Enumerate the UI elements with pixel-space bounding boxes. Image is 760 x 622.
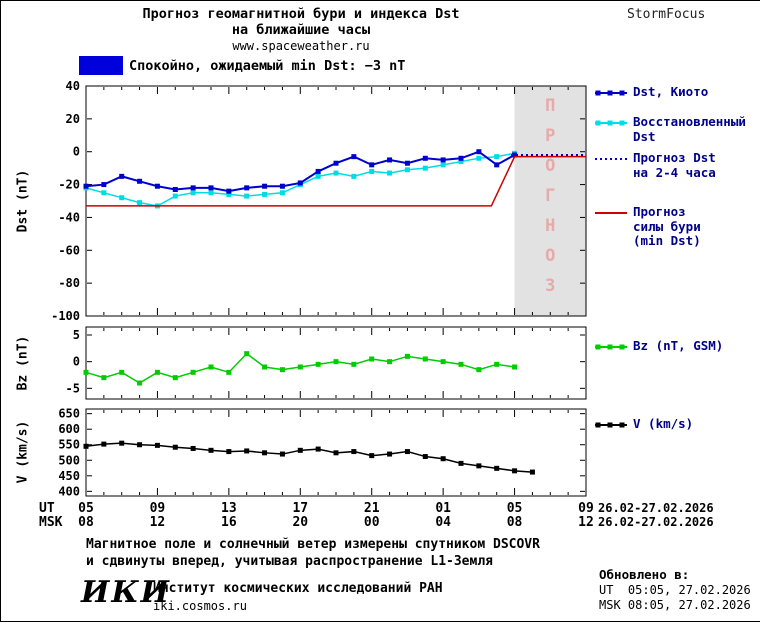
x-tick-label: 08 xyxy=(506,515,523,530)
legend-main: Dst, Киото Восстановленный Dst Прогноз Dst… xyxy=(594,84,760,275)
legend-label: Прогноз силы бури (min Dst) xyxy=(633,204,701,248)
storm-status-text: Спокойно, ожидаемый min Dst: −3 nT xyxy=(129,58,406,74)
x-tick-label: 17 xyxy=(292,501,309,516)
svg-text:-5: -5 xyxy=(66,381,80,395)
x-tick-label: 12 xyxy=(578,515,594,530)
legend-label: Dst, Киото xyxy=(633,84,709,99)
x-tick-label: 21 xyxy=(363,501,380,516)
svg-text:-20: -20 xyxy=(58,178,80,192)
svg-text:З: З xyxy=(545,276,555,296)
updated-msk: MSK 08:05, 27.02.2026 xyxy=(599,598,751,612)
bz-chart: 5 0 -5 xyxy=(66,326,587,400)
page-title: Прогноз геомагнитной бури и индекса Dst xyxy=(142,6,460,22)
legend-label: Прогноз Dst на 2-4 часа xyxy=(633,150,716,180)
svg-text:400: 400 xyxy=(58,484,80,498)
svg-text:0: 0 xyxy=(73,355,80,369)
data-source-note-line2: и сдвинуты вперед, учитывая распростране… xyxy=(86,554,493,569)
legend-label: Восстановленный Dst xyxy=(633,114,746,144)
x-tick-label: 05 xyxy=(78,501,94,516)
legend-line-sample xyxy=(595,422,627,428)
svg-text:40: 40 xyxy=(66,81,80,93)
iki-logo: ИКИ xyxy=(81,575,171,610)
x-tick-label: 00 xyxy=(363,515,380,530)
x-tick-label: 16 xyxy=(221,515,237,530)
svg-text:550: 550 xyxy=(58,438,80,452)
legend-item: Dst, Киото xyxy=(594,84,709,100)
svg-text:0: 0 xyxy=(73,145,80,159)
x-tick-label: 08 xyxy=(78,515,94,530)
storm-level-indicator xyxy=(79,56,123,75)
x-tick-label: 04 xyxy=(435,515,451,530)
institute-site-link[interactable]: iki.cosmos.ru xyxy=(153,599,247,613)
svg-text:650: 650 xyxy=(58,407,80,421)
institute-name: Институт космических исследований РАН xyxy=(153,581,443,596)
page-subtitle: на ближайшие часы xyxy=(231,22,371,38)
svg-text:О: О xyxy=(545,156,555,176)
legend-label: Bz (nT, GSM) xyxy=(633,338,724,353)
svg-text:П: П xyxy=(545,96,555,116)
site-link[interactable]: www.spaceweather.ru xyxy=(232,39,370,53)
svg-text:Н: Н xyxy=(545,216,555,236)
svg-text:20: 20 xyxy=(66,112,80,126)
msk-axis-label: MSK xyxy=(39,515,63,530)
x-tick-label: 05 xyxy=(506,501,523,516)
svg-text:Р: Р xyxy=(545,126,555,146)
msk-axis-row: MSK 26.02-27.02.2026 08 12 16 20 00 04 08 12 xyxy=(1,515,760,530)
updated-heading: Обновлено в: xyxy=(599,567,690,582)
updated-ut: UT 05:05, 27.02.2026 xyxy=(599,583,751,597)
legend-item: Прогноз силы бури (min Dst) xyxy=(594,204,701,249)
x-tick-label: 09 xyxy=(578,501,594,516)
svg-text:-80: -80 xyxy=(58,276,80,290)
svg-text:-40: -40 xyxy=(58,210,80,224)
msk-date-range: 26.02-27.02.2026 xyxy=(598,515,714,529)
ut-axis-label: UT xyxy=(39,501,55,516)
legend-line-sample xyxy=(595,158,627,160)
svg-text:-60: -60 xyxy=(58,243,80,257)
legend-line-sample xyxy=(595,90,627,96)
svg-text:500: 500 xyxy=(58,453,80,467)
legend-v: V (km/s) xyxy=(594,416,760,437)
x-tick-label: 20 xyxy=(292,515,309,530)
svg-text:450: 450 xyxy=(58,469,80,483)
legend-line-sample xyxy=(595,344,627,350)
bz-axis-label: Bz (nT) xyxy=(15,335,31,391)
x-tick-label: 12 xyxy=(149,515,166,530)
svg-text:О: О xyxy=(545,246,555,266)
legend-line-sample xyxy=(595,212,627,214)
data-source-note-line1: Магнитное поле и солнечный ветер измерен… xyxy=(86,537,540,552)
svg-text:600: 600 xyxy=(58,422,80,436)
legend-label: V (km/s) xyxy=(633,416,694,431)
svg-text:-100: -100 xyxy=(51,309,80,321)
legend-item: Восстановленный Dst xyxy=(594,114,746,144)
x-tick-label: 13 xyxy=(221,501,237,516)
x-tick-label: 09 xyxy=(149,501,166,516)
legend-item: V (km/s) xyxy=(594,416,694,432)
x-tick-label: 01 xyxy=(435,501,451,516)
brand-label: StormFocus xyxy=(627,7,706,22)
svg-text:5: 5 xyxy=(73,328,80,342)
v-axis-label: V (km/s) xyxy=(15,420,31,484)
legend-bz: Bz (nT, GSM) xyxy=(594,338,760,359)
svg-text:Г: Г xyxy=(545,186,555,206)
dst-axis-label: Dst (nT) xyxy=(15,169,31,233)
legend-item: Прогноз Dst на 2-4 часа xyxy=(594,150,716,180)
legend-line-sample xyxy=(595,120,627,126)
legend-item: Bz (nT, GSM) xyxy=(594,338,724,354)
ut-axis-row: UT 26.02-27.02.2026 05 09 13 17 21 01 05 09 xyxy=(1,501,760,516)
ut-date-range: 26.02-27.02.2026 xyxy=(598,501,714,515)
